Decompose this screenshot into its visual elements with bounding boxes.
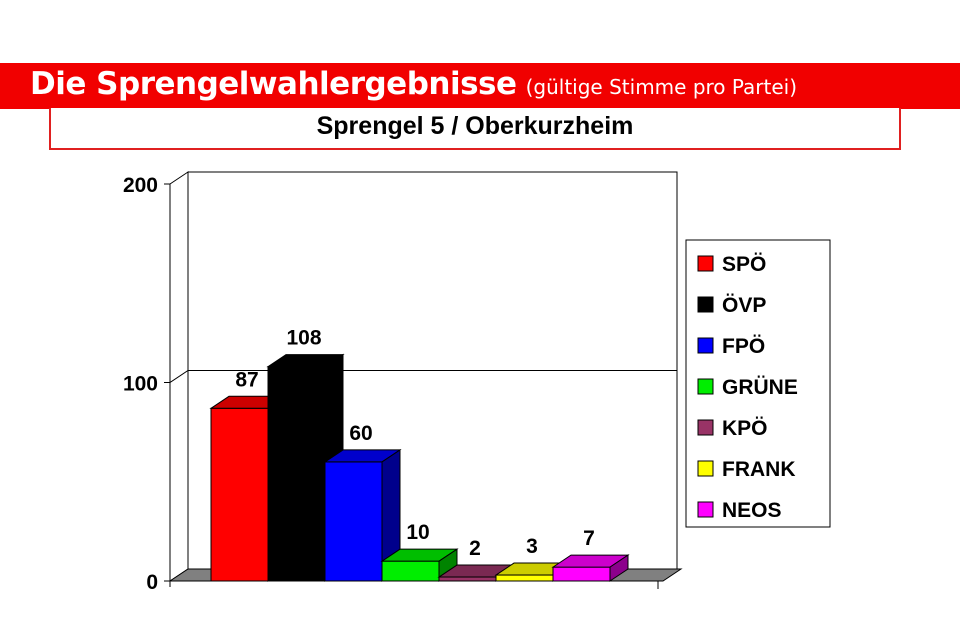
bar-FPÖ — [323, 448, 402, 582]
legend-label-FPÖ: FPÖ — [722, 335, 765, 358]
legend-label-ÖVP: ÖVP — [722, 294, 766, 317]
data-label-GRÜNE: 10 — [406, 521, 429, 544]
y-tick-label-200: 200 — [123, 174, 158, 197]
page-title-main: Die Sprengelwahlergebnisse — [30, 66, 517, 102]
legend-swatch-SPÖ — [697, 255, 714, 272]
y-tick-label-0: 0 — [146, 571, 158, 594]
legend-label-KPÖ: KPÖ — [722, 417, 768, 440]
bar-GRÜNE — [380, 548, 459, 582]
bar-front-KPÖ — [438, 576, 497, 582]
bar-front-ÖVP — [267, 366, 326, 582]
legend-swatch-ÖVP — [697, 296, 714, 313]
title-bar — [0, 63, 960, 109]
bar-front-FRANK — [495, 574, 554, 582]
legend-label-NEOS: NEOS — [722, 499, 782, 522]
chart-title: Sprengel 5 / Oberkurzheim — [316, 112, 634, 140]
data-label-FPÖ: 60 — [349, 422, 372, 445]
legend-swatch-FRANK — [697, 460, 714, 477]
bar-front-NEOS — [552, 566, 611, 582]
bar-side-NEOS — [609, 554, 629, 582]
bar-front-FPÖ — [324, 461, 383, 582]
page-title: Die Sprengelwahlergebnisse (gültige Stim… — [30, 66, 797, 102]
page-title-suffix: (gültige Stimme pro Partei) — [525, 75, 798, 99]
data-label-FRANK: 3 — [526, 535, 538, 558]
data-label-NEOS: 7 — [583, 527, 595, 550]
legend-label-SPÖ: SPÖ — [722, 253, 766, 276]
legend-swatch-NEOS — [697, 501, 714, 518]
bar-front-SPÖ — [210, 407, 269, 582]
data-label-SPÖ: 87 — [235, 368, 258, 391]
legend-label-FRANK: FRANK — [722, 458, 796, 481]
bar-NEOS — [551, 554, 630, 582]
legend-swatch-GRÜNE — [697, 378, 714, 395]
gridline-100 — [169, 370, 677, 383]
bar-front-GRÜNE — [381, 560, 440, 582]
legend-swatch-FPÖ — [697, 337, 714, 354]
chart-title-box — [49, 108, 901, 150]
y-tick-label-100: 100 — [123, 373, 158, 396]
legend-swatch-KPÖ — [697, 419, 714, 436]
legend-label-GRÜNE: GRÜNE — [722, 376, 798, 399]
data-label-KPÖ: 2 — [469, 537, 481, 560]
data-label-ÖVP: 108 — [286, 327, 321, 350]
